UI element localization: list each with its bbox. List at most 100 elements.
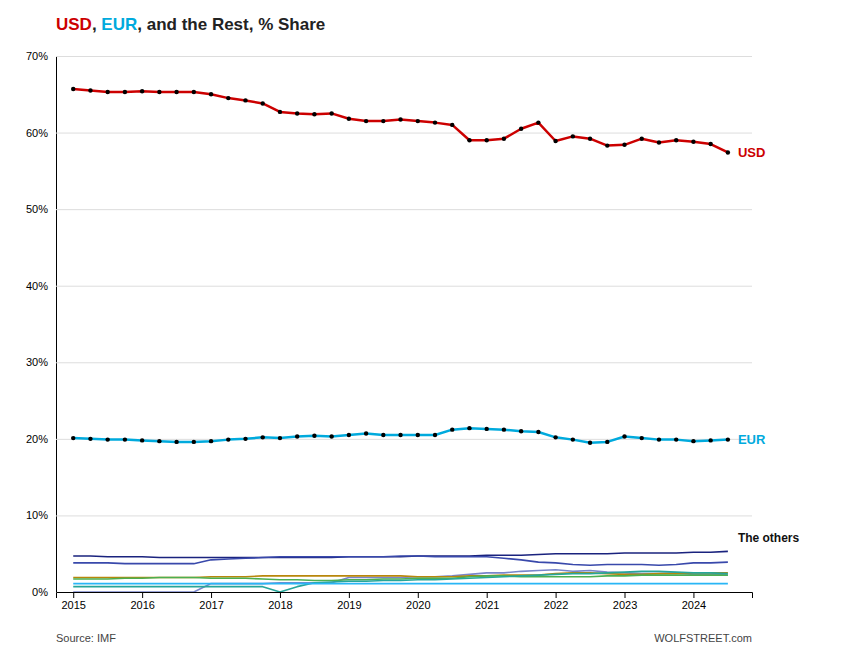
marker-dot: [157, 439, 161, 443]
x-tick-label: 2017: [199, 599, 223, 611]
marker-dot: [278, 110, 282, 114]
x-axis: 2015 2016 2017 2018 2019 2020 2021 2022 2023 2024: [57, 592, 753, 611]
marker-dot: [484, 138, 488, 142]
tick-mark: [211, 592, 212, 598]
marker-dot: [398, 117, 402, 121]
marker-dot: [450, 123, 454, 127]
x-tick: 2018: [268, 592, 292, 611]
y-axis: 0%10%20%30%40%50%60%70%: [26, 50, 752, 598]
x-tick-label: 2019: [337, 599, 361, 611]
y-tick: 10%: [26, 509, 752, 521]
y-tick: 50%: [26, 203, 752, 215]
x-tick-label: 2015: [61, 599, 85, 611]
marker-dot: [450, 427, 454, 431]
y-tick-label: 70%: [26, 50, 48, 62]
marker-dot: [674, 437, 678, 441]
y-axis-line: [57, 57, 753, 593]
marker-dot: [502, 427, 506, 431]
marker-dot: [553, 435, 557, 439]
series-label: EUR: [738, 432, 766, 447]
x-tick-label: 2018: [268, 599, 292, 611]
x-tick-label: 2020: [406, 599, 430, 611]
tick-mark: [418, 592, 419, 598]
marker-dot: [657, 437, 661, 441]
marker-dot: [140, 438, 144, 442]
tick-mark: [73, 592, 74, 598]
marker-dot: [588, 440, 592, 444]
series-line: [73, 428, 728, 443]
grid-line: [56, 209, 752, 210]
y-tick-label: 50%: [26, 203, 48, 215]
marker-dot: [192, 440, 196, 444]
marker-dot: [571, 134, 575, 138]
marker-dot: [588, 136, 592, 140]
marker-dot: [708, 142, 712, 146]
marker-dot: [708, 438, 712, 442]
tick-mark: [487, 592, 488, 598]
marker-dot: [261, 101, 265, 105]
marker-dot: [209, 92, 213, 96]
series-line: [73, 89, 728, 153]
marker-dot: [364, 119, 368, 123]
x-tick: 2021: [475, 592, 499, 611]
marker-dot: [312, 434, 316, 438]
marker-dot: [571, 437, 575, 441]
series-line: [73, 575, 728, 580]
y-tick-label: 10%: [26, 509, 48, 521]
x-tick-label: 2023: [613, 599, 637, 611]
marker-dot: [243, 98, 247, 102]
x-tick: 2022: [544, 592, 568, 611]
marker-dot: [140, 89, 144, 93]
marker-dot: [640, 136, 644, 140]
marker-dot: [381, 119, 385, 123]
y-tick-label: 60%: [26, 127, 48, 139]
marker-dot: [347, 433, 351, 437]
marker-dot: [536, 430, 540, 434]
marker-dot: [243, 437, 247, 441]
series-markers: [71, 426, 730, 445]
title: USD, EUR, and the Rest, % Share: [56, 15, 325, 34]
marker-dot: [433, 433, 437, 437]
marker-dot: [416, 433, 420, 437]
marker-dot: [536, 120, 540, 124]
marker-dot: [657, 140, 661, 144]
y-tick-label: 20%: [26, 433, 48, 445]
series-markers: [71, 87, 730, 155]
watermark: WOLFSTREET.com: [654, 632, 752, 644]
marker-dot: [295, 434, 299, 438]
y-tick: 70%: [26, 50, 752, 62]
marker-dot: [502, 136, 506, 140]
marker-dot: [519, 429, 523, 433]
marker-dot: [88, 88, 92, 92]
marker-dot: [329, 111, 333, 115]
series-line: [73, 570, 728, 592]
marker-dot: [691, 439, 695, 443]
marks: [71, 87, 730, 592]
x-tick-label: 2016: [130, 599, 154, 611]
y-tick-label: 30%: [26, 356, 48, 368]
tick-mark: [693, 592, 694, 598]
series-line: [73, 556, 728, 565]
x-tick: 2024: [682, 592, 706, 611]
marker-dot: [278, 436, 282, 440]
x-tick: 2019: [337, 592, 361, 611]
marker-dot: [157, 90, 161, 94]
marker-dot: [312, 112, 316, 116]
grid-line: [56, 515, 752, 516]
x-tick: 2015: [61, 592, 85, 611]
source: Source: IMF: [56, 632, 116, 644]
marker-dot: [605, 143, 609, 147]
marker-dot: [226, 96, 230, 100]
marker-dot: [123, 437, 127, 441]
marker-dot: [416, 119, 420, 123]
x-tick: 2016: [130, 592, 154, 611]
marker-dot: [726, 437, 730, 441]
marker-dot: [691, 140, 695, 144]
marker-dot: [105, 90, 109, 94]
tick-mark: [280, 592, 281, 598]
marker-dot: [467, 426, 471, 430]
marker-dot: [174, 90, 178, 94]
marker-dot: [622, 434, 626, 438]
x-tick-label: 2021: [475, 599, 499, 611]
grid-line: [56, 133, 752, 134]
